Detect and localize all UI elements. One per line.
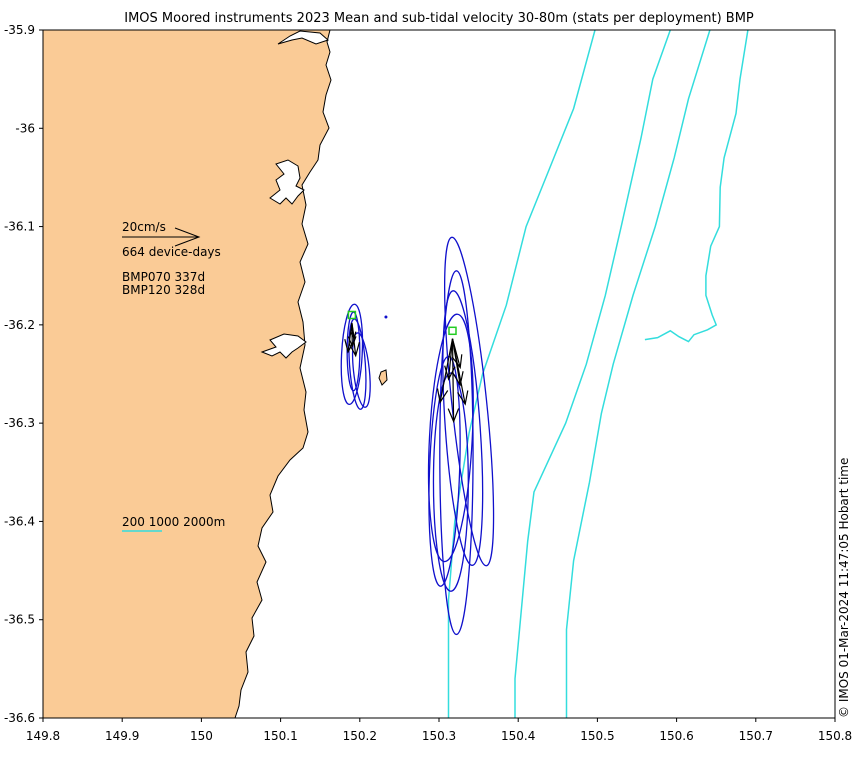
legend-isobath-label: 200 1000 2000m <box>122 515 225 529</box>
land-mass <box>43 30 332 718</box>
isobath-line <box>565 30 711 718</box>
legend-deployment-1: BMP070 337d <box>122 270 205 284</box>
y-tick-label: -36 <box>15 121 35 135</box>
x-tick-label: 150.5 <box>580 729 614 743</box>
ellipse-layer <box>340 236 495 636</box>
estuary-inlet <box>260 333 307 359</box>
estuary-inlet <box>277 30 329 45</box>
legend: 20cm/s 664 device-days BMP070 337d BMP12… <box>122 220 225 532</box>
isobath-line <box>514 30 672 718</box>
x-tick-label: 150.1 <box>263 729 297 743</box>
y-tick-label: -36.6 <box>4 711 35 725</box>
legend-arrow <box>122 227 201 247</box>
x-axis: 149.8 149.9 150 150.1 150.2 150.3 150.4 150.5 15… <box>26 718 852 743</box>
y-tick-label: -36.3 <box>4 416 35 430</box>
x-tick-label: 150.7 <box>739 729 773 743</box>
variance-ellipse <box>340 303 364 406</box>
variance-ellipse <box>443 236 495 567</box>
site-layer <box>347 310 457 336</box>
velocity-arrow <box>444 338 456 381</box>
velocity-arrow <box>350 322 357 341</box>
isobath-layer <box>447 30 749 718</box>
y-tick-label: -35.9 <box>4 23 35 37</box>
y-tick-label: -36.4 <box>4 514 35 528</box>
variance-ellipse <box>432 372 469 592</box>
variance-ellipse <box>428 355 461 587</box>
velocity-arrow <box>344 322 356 354</box>
x-tick-label: 150.4 <box>501 729 535 743</box>
x-tick-label: 150.6 <box>659 729 693 743</box>
estuary-inlet <box>269 159 305 205</box>
mooring-site-marker <box>347 310 357 320</box>
variance-ellipse <box>427 313 474 563</box>
legend-scale-label: 20cm/s <box>122 220 166 234</box>
legend-deployment-2: BMP120 328d <box>122 283 205 297</box>
velocity-arrow <box>447 338 460 424</box>
x-tick-label: 150.8 <box>818 729 852 743</box>
x-tick-label: 149.8 <box>26 729 60 743</box>
x-tick-label: 149.9 <box>105 729 139 743</box>
arrow-layer <box>344 322 469 424</box>
y-tick-label: -36.1 <box>4 220 35 234</box>
isobath-line <box>644 30 749 343</box>
variance-ellipse <box>442 290 484 566</box>
legend-device-days: 664 device-days <box>122 245 221 259</box>
timestamp-label: © IMOS 01-Mar-2024 11:47:05 Hobart time <box>837 458 851 718</box>
instrument-point <box>384 315 388 319</box>
y-axis: -35.9 -36 -36.1 -36.2 -36.3 -36.4 -36.5 -36.6 <box>4 23 43 725</box>
x-tick-label: 150.2 <box>343 729 377 743</box>
y-tick-label: -36.5 <box>4 613 35 627</box>
island <box>378 369 388 386</box>
isobath-line <box>447 30 596 718</box>
x-tick-label: 150 <box>190 729 213 743</box>
y-tick-label: -36.2 <box>4 318 35 332</box>
variance-ellipse <box>348 318 367 410</box>
chart-title: IMOS Moored instruments 2023 Mean and su… <box>124 11 754 26</box>
x-tick-label: 150.3 <box>422 729 456 743</box>
variance-ellipse <box>439 270 474 636</box>
velocity-arrow <box>451 338 463 370</box>
mooring-site-marker <box>448 326 457 336</box>
variance-ellipse <box>351 332 371 408</box>
